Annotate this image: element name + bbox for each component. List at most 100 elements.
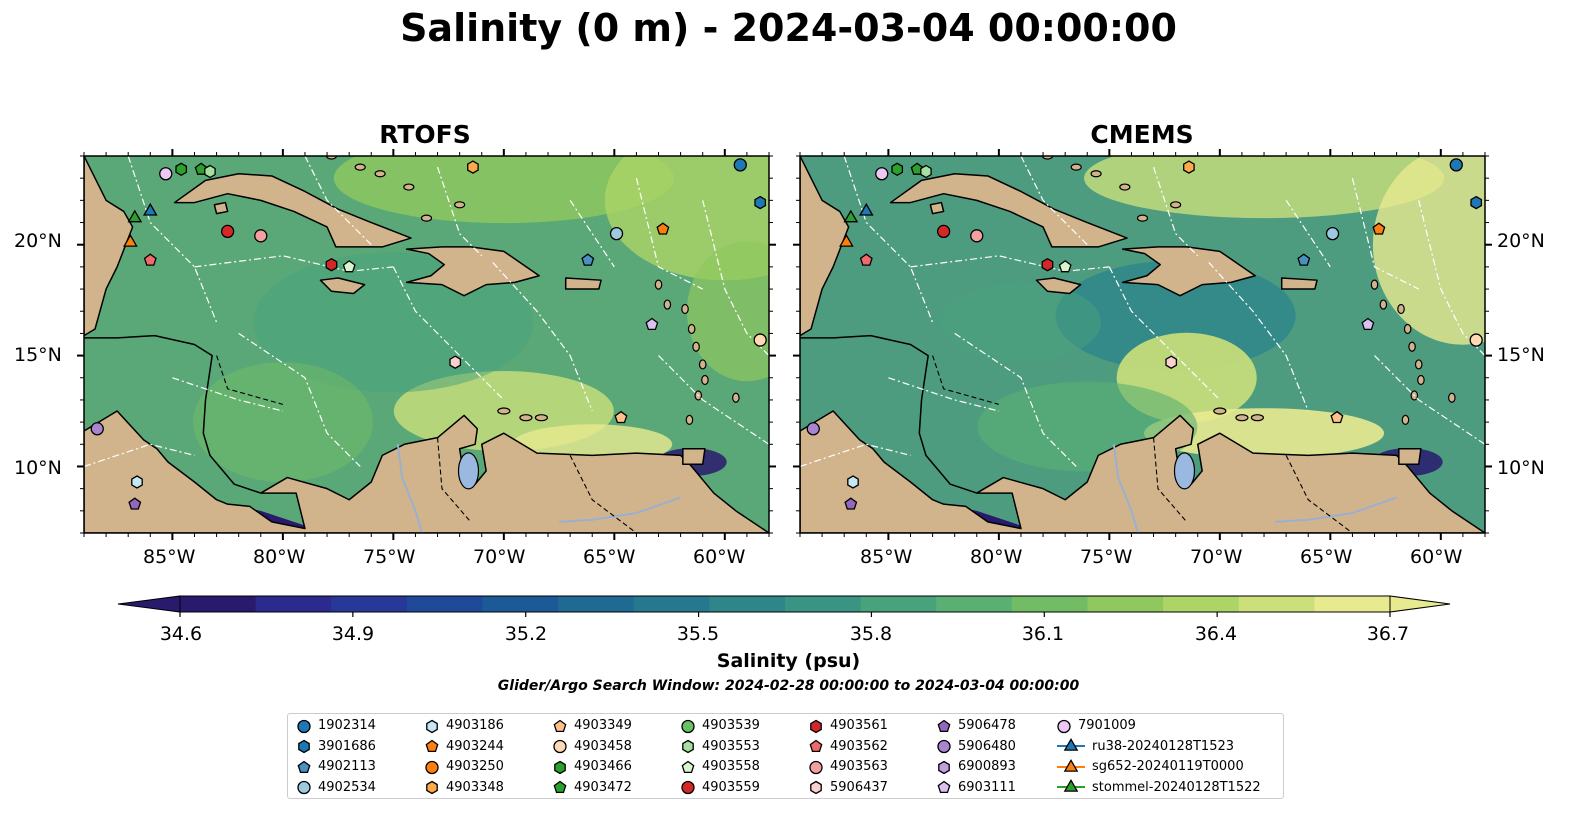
legend-marker-icon (809, 760, 823, 774)
legend-marker-icon (810, 780, 822, 795)
legend-marker (681, 760, 695, 773)
legend-marker (937, 719, 951, 732)
legend-marker-icon (426, 780, 438, 795)
lon-tick-label: 70°W (473, 546, 526, 568)
legend-marker (554, 760, 566, 774)
river (559, 496, 681, 523)
legend-label: 4903349 (574, 718, 632, 733)
map-frame (799, 155, 1486, 534)
eez-boundary (1020, 156, 1088, 246)
obs-marker-4903472 (194, 162, 208, 175)
legend-marker-icon (681, 780, 695, 795)
eez-boundary (910, 255, 1110, 272)
legend-marker-icon (553, 719, 567, 732)
legend-marker (553, 780, 567, 794)
eez-boundary (194, 255, 394, 272)
colorbar-segment (633, 596, 710, 612)
island (681, 303, 689, 315)
lon-tick-label: 85°W (143, 546, 196, 568)
colorbar-tick: 36.4 (1194, 623, 1238, 645)
legend-marker-icon (553, 780, 567, 794)
island (1397, 303, 1405, 315)
country-border (1153, 437, 1188, 523)
obs-marker-5906478 (844, 497, 858, 510)
legend-label: 4903186 (446, 718, 504, 733)
legend-marker-icon (297, 780, 311, 795)
legend-item: 7901009 (1056, 715, 1136, 736)
legend: 1902314 3901686 4902113 4902534 4903186 49032… (287, 713, 1284, 799)
eez-boundary (1208, 262, 1309, 412)
legend-label: 4903539 (702, 718, 760, 733)
legend-marker (1063, 738, 1079, 751)
map-panels (77, 149, 1492, 540)
map-panel-cmems (793, 149, 1492, 540)
obs-marker-7901009 (875, 167, 889, 181)
obs-marker-ru38-20240128T1523 (142, 202, 158, 216)
legend-marker-icon (937, 780, 951, 794)
legend-label: sg652-20240119T0000 (1092, 759, 1244, 774)
obs-marker-7901009 (159, 167, 173, 181)
obs-marker-4903562 (143, 253, 157, 266)
obs-marker-4903559 (936, 224, 951, 239)
legend-item: 4903558 (680, 756, 760, 777)
legend-label: 5906480 (958, 738, 1016, 754)
legend-marker-icon (1057, 738, 1085, 751)
obs-marker-4903466 (891, 162, 904, 177)
legend-marker (297, 760, 311, 773)
obs-marker-4903553 (204, 164, 216, 179)
island (1250, 414, 1265, 422)
colorbar-tick: 36.7 (1366, 623, 1410, 645)
obs-marker-4902113 (1297, 253, 1311, 266)
obs-marker-4903186 (847, 475, 859, 489)
legend-marker (426, 780, 438, 795)
obs-marker-5906437 (1165, 355, 1178, 369)
legend-marker (809, 760, 823, 774)
legend-label: 4902534 (318, 779, 376, 795)
obs-marker-4903561 (1041, 257, 1054, 272)
obs-marker-1902314 (733, 158, 747, 172)
legend-label: ru38-20240128T1523 (1092, 738, 1235, 754)
obs-marker-4903458 (753, 333, 767, 347)
obs-marker-5906437 (449, 355, 462, 369)
lat-tick-label: 20°N (14, 230, 62, 252)
island (1414, 359, 1423, 370)
obs-marker-4902534 (1325, 226, 1340, 241)
island (1408, 341, 1416, 352)
colorbar-extend-low (117, 595, 181, 613)
obs-marker-stommel-20240128T1522 (127, 209, 143, 223)
map-frame (83, 155, 770, 534)
landmass (800, 156, 1485, 533)
colorbar-segment (558, 596, 635, 612)
lon-tick-label: 70°W (1190, 546, 1243, 568)
legend-label: 4903559 (702, 779, 760, 795)
island (1379, 299, 1388, 310)
legend-label: 4903563 (830, 759, 888, 774)
landmass (84, 156, 769, 533)
eez-boundary (492, 262, 593, 412)
eez-boundary (1152, 166, 1199, 257)
eez-boundary (304, 156, 372, 246)
legend-item: 4903349 (552, 715, 632, 736)
lon-tick-label: 65°W (583, 546, 636, 568)
legend-label: 4903250 (446, 759, 504, 774)
eez-boundary (888, 377, 1000, 412)
legend-item: 4903563 (808, 756, 888, 777)
legend-item: 4903466 (552, 756, 632, 777)
legend-marker-icon (425, 739, 439, 753)
river (396, 444, 424, 533)
legend-item: 6903111 (936, 777, 1016, 798)
island (1170, 201, 1182, 209)
map-panel-rtofs (77, 149, 776, 540)
obs-marker-1902314 (1449, 158, 1463, 172)
eez-boundary (436, 166, 483, 257)
obs-marker-4903561 (325, 257, 338, 272)
panel-title-rtofs: RTOFS (379, 120, 471, 149)
colorbar-tick: 35.8 (849, 623, 893, 645)
legend-label: 7901009 (1078, 718, 1136, 733)
legend-marker-icon (938, 760, 950, 774)
island (685, 414, 694, 425)
colorbar-segment (1087, 596, 1164, 612)
colorbar-segment (331, 596, 408, 612)
lat-tick-label: 15°N (1497, 344, 1545, 366)
legend-marker-icon (554, 760, 566, 774)
